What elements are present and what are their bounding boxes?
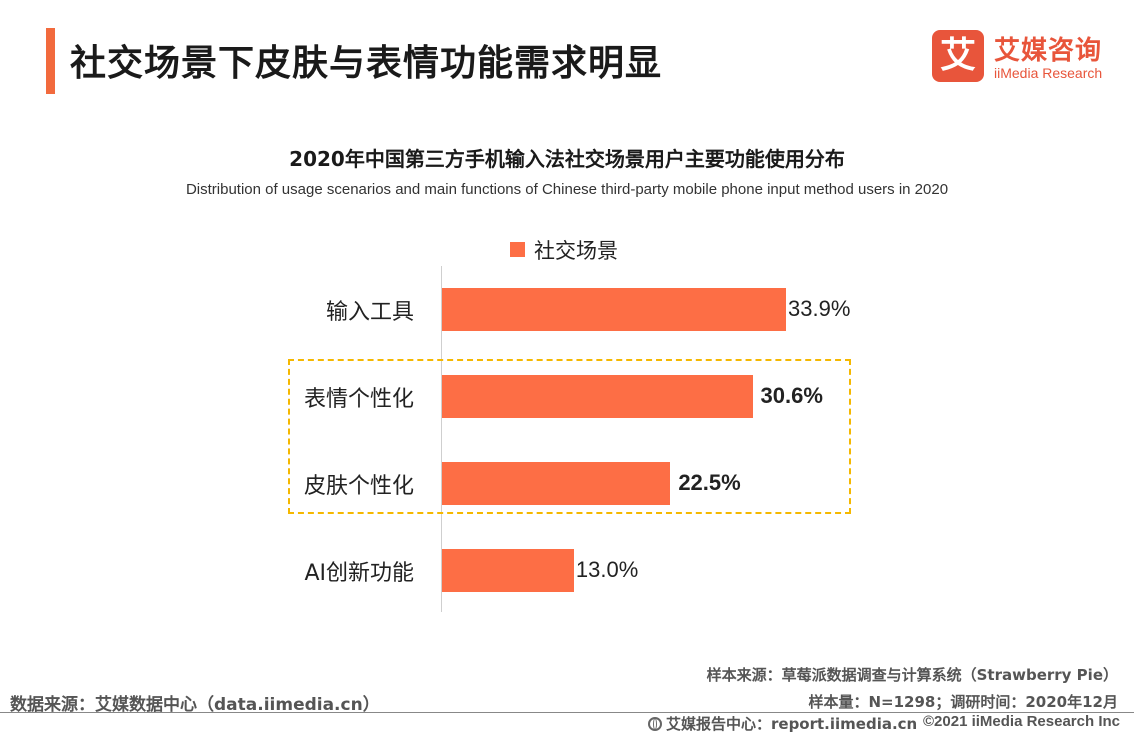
sample-source: 样本来源：草莓派数据调查与计算系统（Strawberry Pie） — [706, 666, 1118, 684]
category-label: 皮肤个性化 — [303, 474, 414, 499]
category-label: 表情个性化 — [303, 387, 414, 412]
iimedia-logo: 艾 艾媒咨询 iiMedia Research — [932, 30, 1122, 86]
logo-mark: 艾 — [932, 30, 984, 82]
bar — [442, 374, 753, 418]
logo-name-cn: 艾媒咨询 — [994, 36, 1103, 66]
logo-name-en: iiMedia Research — [994, 65, 1103, 81]
report-center-text: 艾媒报告中心：report.iimedia.cn — [666, 715, 918, 733]
report-center: 艾媒报告中心：report.iimedia.cn — [648, 713, 917, 734]
chart-subtitle: Distribution of usage scenarios and main… — [185, 181, 949, 198]
highlight-dashed-box — [288, 359, 851, 514]
data-label: 33.9% — [788, 296, 851, 321]
data-label: 13.0% — [575, 557, 639, 582]
category-label: AI创新功能 — [304, 561, 414, 586]
legend-label: 社交场景 — [534, 239, 618, 263]
bar — [442, 461, 671, 505]
title-accent-bar — [46, 28, 55, 94]
footer-divider — [0, 712, 1134, 713]
globe-icon — [648, 717, 662, 731]
bar — [442, 287, 786, 331]
legend-swatch — [510, 242, 525, 257]
category-label: 输入工具 — [325, 300, 414, 325]
bar — [442, 548, 574, 592]
copyright: ©2021 iiMedia Research Inc — [923, 713, 1120, 730]
sample-size: 样本量：N=1298；调研时间：2020年12月 — [808, 693, 1119, 711]
data-label: 30.6% — [760, 383, 823, 408]
data-label: 22.5% — [678, 470, 741, 495]
page-title: 社交场景下皮肤与表情功能需求明显 — [70, 43, 663, 84]
chart-title: 2020年中国第三方手机输入法社交场景用户主要功能使用分布 — [289, 147, 845, 171]
y-axis-line — [441, 266, 442, 612]
data-source: 数据来源：艾媒数据中心（data.iimedia.cn） — [10, 695, 380, 715]
